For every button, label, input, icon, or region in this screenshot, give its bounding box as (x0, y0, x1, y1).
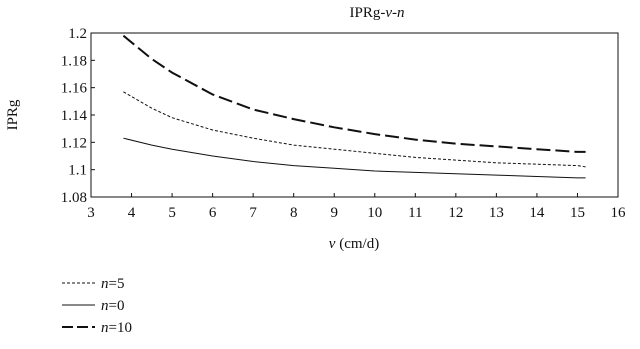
y-axis-label: IPRg (5, 99, 21, 130)
x-tick-label: 15 (570, 205, 585, 221)
x-axis-ticks: 3 4 5 6 7 8 9 10 11 12 13 14 15 16 (87, 193, 626, 221)
plot-area-frame (90, 32, 619, 198)
series-line-1 (123, 137, 586, 179)
legend-label: n=0 (101, 298, 124, 314)
y-axis-ticks: 1.08 1.1 1.12 1.14 1.16 1.18 1.2 (61, 26, 95, 206)
legend-label: n=5 (101, 276, 124, 292)
legend-label-part: n (101, 298, 109, 314)
chart-title-part: v (385, 5, 392, 21)
y-tick-label: 1.2 (68, 26, 87, 42)
chart-title-part: IPRg- (349, 5, 385, 21)
legend-label: n=10 (101, 320, 132, 336)
chart-title-part: n (397, 5, 405, 21)
x-tick-label: 3 (87, 205, 95, 221)
x-tick-label: 12 (448, 205, 463, 221)
series-line-0 (123, 91, 586, 168)
x-tick-label: 13 (489, 205, 504, 221)
x-tick-label: 4 (128, 205, 136, 221)
series-line-2 (122, 34, 586, 153)
x-tick-label: 10 (367, 205, 382, 221)
legend-label-part: n (101, 276, 109, 292)
x-tick-label: 6 (209, 205, 217, 221)
x-axis-label-part: (cm/d) (335, 236, 379, 252)
series-layer (122, 34, 586, 179)
legend-label-part: =0 (109, 298, 125, 314)
x-tick-label: 14 (529, 205, 545, 221)
y-tick-label: 1.14 (61, 108, 88, 124)
legend: n=5n=0n=10 (62, 276, 132, 336)
y-tick-label: 1.12 (61, 135, 87, 151)
x-axis-label-part: v (329, 236, 336, 252)
y-tick-label: 1.1 (68, 163, 87, 179)
y-tick-label: 1.08 (61, 190, 87, 206)
legend-label-part: =5 (109, 276, 125, 292)
x-axis-label: v (cm/d) (329, 236, 379, 252)
x-tick-label: 9 (330, 205, 338, 221)
x-tick-label: 5 (168, 205, 176, 221)
x-tick-label: 8 (290, 205, 298, 221)
x-tick-label: 16 (611, 205, 627, 221)
y-tick-label: 1.16 (61, 81, 88, 97)
x-tick-label: 11 (408, 205, 422, 221)
legend-label-part: =10 (109, 320, 132, 336)
legend-label-part: n (101, 320, 109, 336)
chart-title: IPRg-v-n (349, 5, 404, 21)
x-tick-label: 7 (249, 205, 257, 221)
y-tick-label: 1.18 (61, 53, 87, 69)
chart-title-part: - (392, 5, 397, 21)
